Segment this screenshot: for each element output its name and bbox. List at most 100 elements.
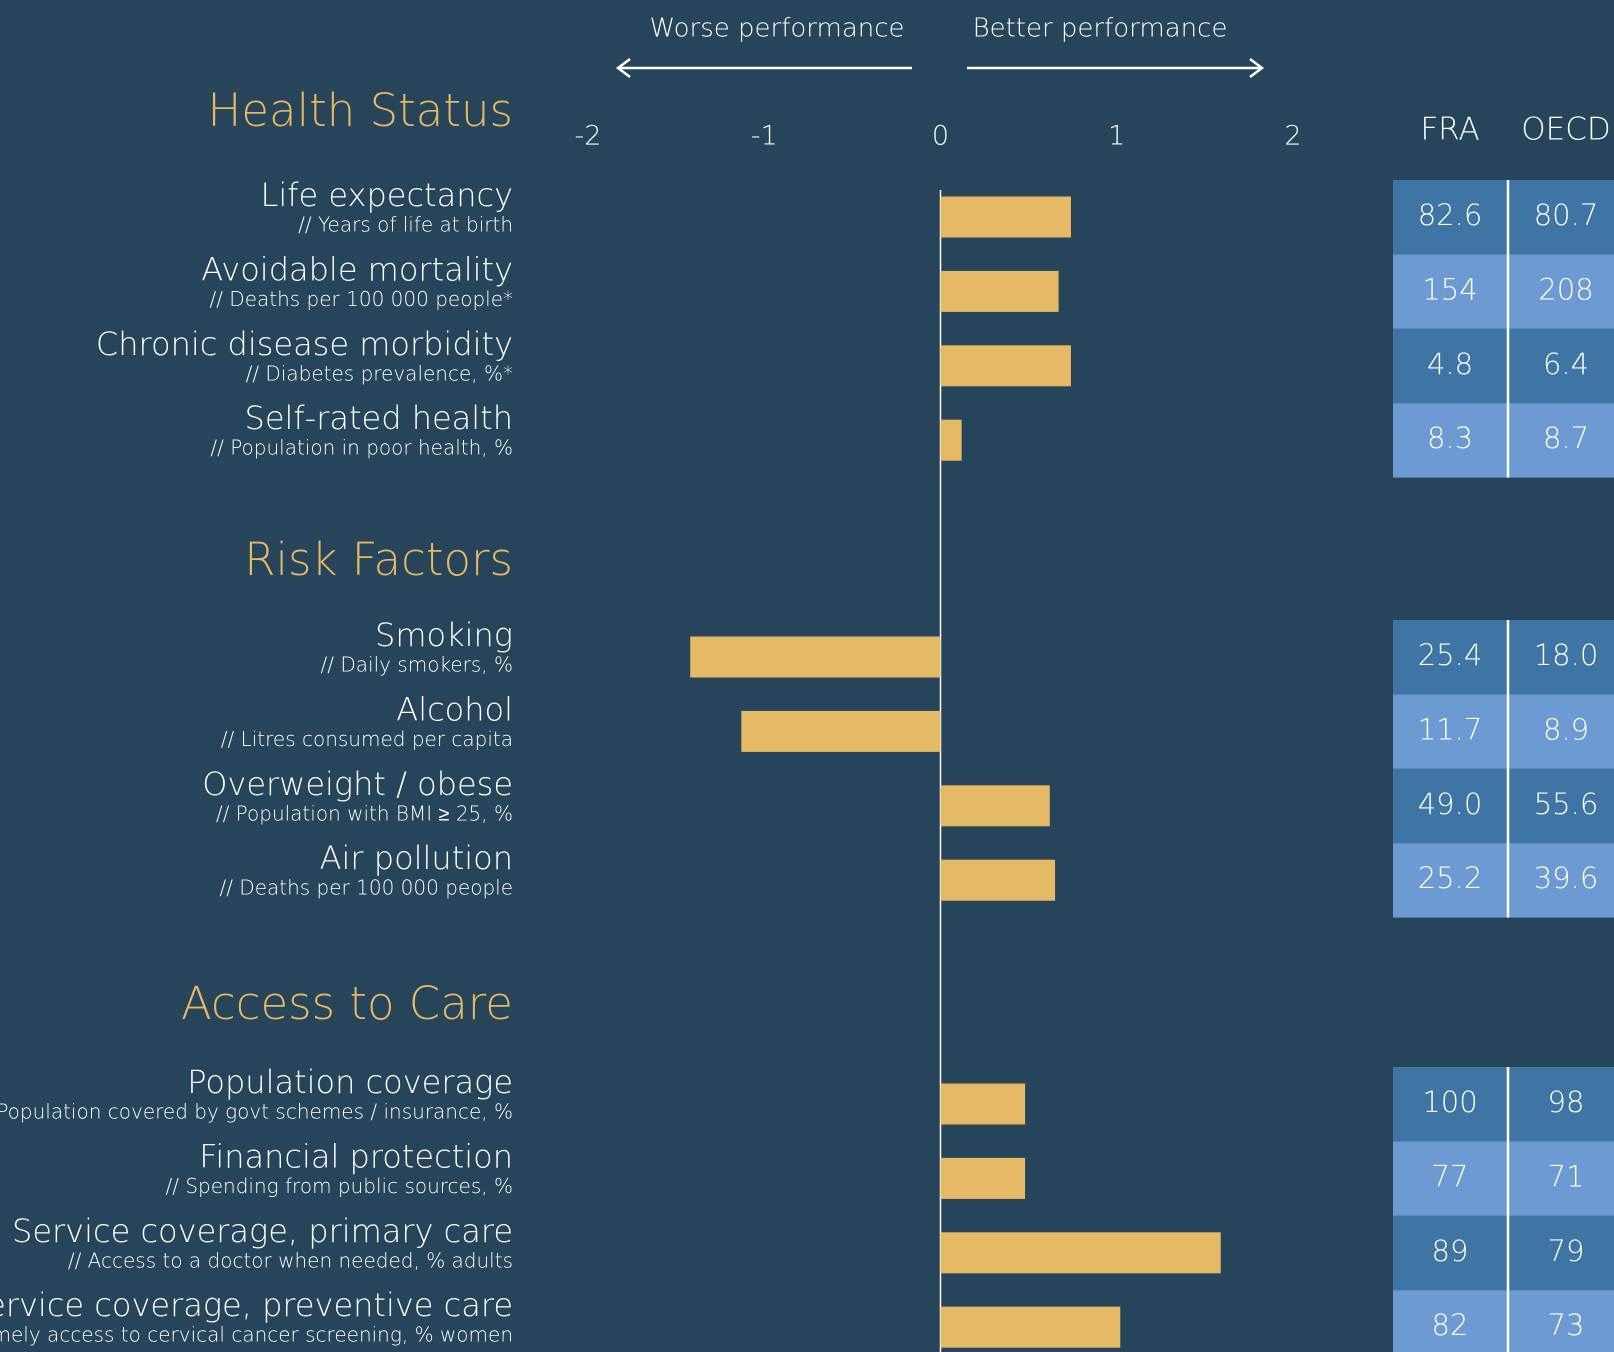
category-subtitle: // Population in poor health, % — [210, 436, 513, 460]
bar — [690, 636, 941, 678]
category-label: Chronic disease morbidity — [96, 325, 513, 363]
table-value: 89 — [1432, 1234, 1469, 1268]
category-subtitle: // Population covered by govt schemes / … — [0, 1100, 513, 1124]
category-subtitle: // Diabetes prevalence, %* — [246, 361, 513, 385]
table-value: 73 — [1548, 1308, 1585, 1342]
bar — [940, 1157, 1026, 1199]
category-subtitle: // Deaths per 100 000 people — [219, 876, 513, 900]
category-label: Overweight / obese — [202, 765, 513, 803]
table-header: FRA — [1420, 112, 1479, 148]
arrow-head — [615, 58, 631, 78]
category-label: Service coverage, preventive care — [0, 1286, 513, 1324]
table-value: 98 — [1548, 1085, 1585, 1119]
category-subtitle: // Years of life at birth — [298, 213, 513, 237]
table-value: 18.0 — [1534, 638, 1599, 672]
category-label: Avoidable mortality — [201, 250, 513, 288]
group-title: Risk Factors — [244, 533, 513, 586]
table-value: 8.9 — [1543, 712, 1589, 746]
bar — [940, 345, 1071, 387]
table-cell — [1509, 768, 1614, 844]
table-value: 39.6 — [1534, 861, 1599, 895]
bar — [741, 710, 941, 752]
table-cell — [1393, 180, 1507, 255]
table-value: 25.4 — [1418, 638, 1483, 672]
category-subtitle: // Access to a doctor when needed, % adu… — [68, 1248, 513, 1272]
table-value: 11.7 — [1418, 712, 1483, 746]
arrows — [615, 58, 1265, 78]
category-label: Life expectancy — [261, 176, 513, 214]
category-label: Self-rated health — [245, 399, 513, 437]
category-subtitle: // Deaths per 100 000 people* — [209, 287, 513, 311]
bar — [940, 196, 1071, 238]
table-value: 79 — [1548, 1234, 1585, 1268]
table-cell — [1393, 254, 1507, 329]
category-subtitle: // Spending from public sources, % — [166, 1174, 513, 1198]
table-cell — [1509, 403, 1614, 478]
table-cell — [1393, 1067, 1507, 1142]
table-value: 154 — [1422, 272, 1477, 306]
table-value: 71 — [1548, 1159, 1585, 1193]
table-cell — [1509, 180, 1614, 255]
table-value: 8.7 — [1543, 421, 1589, 455]
category-subtitle: // Timely access to cervical cancer scre… — [0, 1323, 513, 1347]
table-cell — [1509, 254, 1614, 329]
x-tick-label: 0 — [932, 121, 949, 152]
bar — [940, 419, 962, 461]
table-cell — [1393, 1290, 1507, 1352]
table-value: 25.2 — [1418, 861, 1483, 895]
table-cell — [1509, 620, 1614, 695]
table-value: 80.7 — [1534, 198, 1599, 232]
table-cell — [1393, 768, 1507, 844]
bar — [940, 270, 1059, 312]
table-cell — [1393, 403, 1507, 478]
x-tick-label: 2 — [1284, 121, 1301, 152]
table-cell — [1509, 1067, 1614, 1142]
table-header: OECD — [1521, 112, 1611, 148]
category-label: Service coverage, primary care — [12, 1212, 513, 1250]
group-title: Health Status — [208, 84, 513, 137]
bar — [940, 1083, 1026, 1125]
table-cell — [1393, 1215, 1507, 1291]
x-tick-label: -2 — [575, 121, 602, 152]
table-cell — [1509, 1215, 1614, 1291]
bar — [940, 1306, 1121, 1348]
table-value: 6.4 — [1543, 347, 1589, 381]
table-value: 8.3 — [1427, 421, 1473, 455]
annotation: Better performance — [973, 14, 1228, 44]
table-cell — [1393, 1141, 1507, 1216]
category-label: Air pollution — [320, 839, 513, 877]
bar — [940, 1232, 1221, 1274]
category-label: Population coverage — [187, 1063, 513, 1101]
category-label: Alcohol — [396, 690, 513, 728]
category-subtitle: // Population with BMI ≥ 25, % — [216, 801, 513, 825]
table-cell — [1393, 620, 1507, 695]
table-cell — [1509, 843, 1614, 918]
table-cell — [1393, 843, 1507, 918]
group-title: Access to Care — [181, 977, 513, 1030]
table-cell — [1509, 1290, 1614, 1352]
category-subtitle: // Litres consumed per capita — [221, 727, 513, 751]
x-tick-label: 1 — [1108, 121, 1125, 152]
table-value: 4.8 — [1427, 347, 1473, 381]
table-cell — [1393, 328, 1507, 404]
category-subtitle: // Daily smokers, % — [321, 653, 513, 677]
table-value: 208 — [1538, 272, 1593, 306]
table-value: 100 — [1422, 1085, 1477, 1119]
table-cell — [1509, 1141, 1614, 1216]
x-tick-label: -1 — [751, 121, 778, 152]
category-label: Financial protection — [199, 1137, 513, 1175]
table-value: 55.6 — [1534, 787, 1599, 821]
bar — [940, 859, 1056, 901]
table-value: 82 — [1432, 1308, 1469, 1342]
table-cell — [1393, 694, 1507, 769]
arrow-head — [1249, 58, 1265, 78]
bar — [940, 785, 1050, 827]
table-value: 77 — [1432, 1159, 1469, 1193]
table-value: 82.6 — [1418, 198, 1483, 232]
table-cell — [1509, 694, 1614, 769]
annotation: Worse performance — [649, 14, 904, 44]
table-cell — [1509, 328, 1614, 404]
table-value: 49.0 — [1418, 787, 1483, 821]
